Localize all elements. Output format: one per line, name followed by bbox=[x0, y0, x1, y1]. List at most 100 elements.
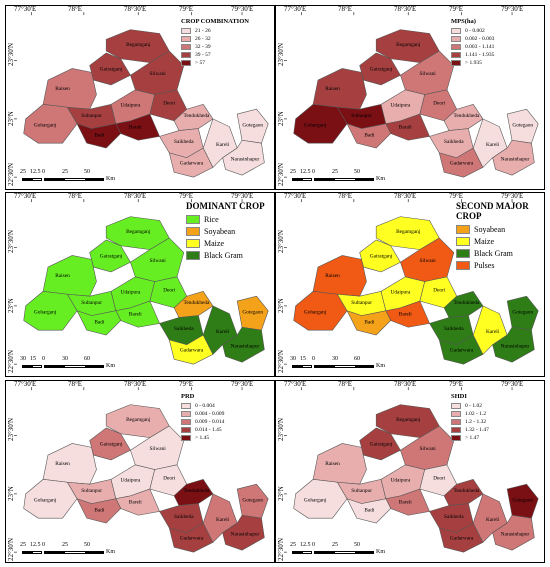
legend-swatch bbox=[186, 214, 200, 224]
district-gotegaon bbox=[506, 295, 539, 331]
district-label: Badi bbox=[364, 507, 375, 513]
legend-label: Black Gram bbox=[474, 248, 513, 258]
scale-segment bbox=[302, 551, 312, 554]
scale-tick-label: 30 bbox=[62, 356, 68, 362]
district-narsinghpur bbox=[492, 139, 535, 176]
scale-segment bbox=[44, 365, 64, 368]
scale-segment bbox=[32, 365, 42, 368]
district-label: Silwani bbox=[419, 446, 436, 452]
legend-label: 0.002 - 0.003 bbox=[465, 36, 495, 42]
legend-entry: 1.32 - 1.47 bbox=[451, 426, 489, 434]
legend-label: > 1.45 bbox=[195, 435, 210, 441]
longitude-label: 77°30'E bbox=[284, 192, 307, 200]
district-label: Saikheda bbox=[174, 514, 194, 520]
legend-label: 21 - 26 bbox=[195, 28, 211, 34]
district-label: Badi bbox=[94, 507, 105, 513]
scale-segment bbox=[22, 178, 32, 181]
scale-unit: Km bbox=[376, 549, 385, 555]
district-label: Tendukheda bbox=[183, 300, 210, 306]
legend-swatch bbox=[456, 248, 470, 258]
district-label: Gadarwara bbox=[180, 536, 204, 542]
legend-label: 0 - 0.004 bbox=[195, 403, 215, 409]
district-label: Gotegaon bbox=[242, 498, 263, 504]
district-label: Goharganj bbox=[34, 498, 57, 504]
legend-label: 1.141 - 1.935 bbox=[465, 52, 495, 58]
longitude-label: 78°30'E bbox=[124, 380, 147, 388]
district-label: Begamganj bbox=[396, 229, 421, 235]
district-label: Goharganj bbox=[304, 123, 327, 129]
district-label: Narasinhapur bbox=[231, 344, 260, 350]
district-label: Gairatganj bbox=[370, 253, 393, 259]
legend-title: SHDI bbox=[451, 393, 467, 400]
district-label: Saikheda bbox=[174, 326, 194, 332]
legend-label: 0 - 0.002 bbox=[465, 28, 485, 34]
district-label: Narasinhapur bbox=[501, 157, 530, 163]
district-narsinghpur bbox=[222, 326, 265, 363]
scale-tick-label: 12.5 bbox=[30, 542, 41, 548]
scale-bar: 25 12.5 0 25 50 Km bbox=[290, 169, 400, 187]
legend-label: Maize bbox=[204, 238, 224, 248]
longitude-label: 79°30'E bbox=[501, 5, 524, 13]
legend-entry: 26 - 32 bbox=[181, 35, 249, 43]
district-label: Bareli bbox=[129, 312, 143, 318]
legend-label: 1.02 - 1.2 bbox=[465, 411, 487, 417]
district-label: Gotegaon bbox=[512, 123, 533, 129]
longitude-label: 79°E bbox=[179, 192, 194, 200]
legend-label: 39 - 57 bbox=[195, 52, 211, 58]
longitude-label: 78°E bbox=[68, 5, 83, 13]
legend-label: 0 - 1.02 bbox=[465, 403, 482, 409]
legend-entry: 0 - 0.004 bbox=[181, 402, 224, 410]
district-label: Narasinhapur bbox=[501, 344, 530, 350]
legend-title: PRD bbox=[181, 393, 195, 400]
scale-tick-label: 12.5 bbox=[30, 169, 41, 175]
map-legend: PRD 0 - 0.004 0.004 - 0.009 0.009 - 0.014 0.… bbox=[181, 393, 224, 442]
district-badi bbox=[346, 498, 392, 524]
scale-tick-label: 25 bbox=[332, 169, 338, 175]
district-label: Barali bbox=[399, 125, 413, 131]
district-map: Raisen Begamganj Gairatganj Silwani Gohargan… bbox=[284, 12, 539, 178]
district-label: Udaipura bbox=[391, 289, 411, 295]
legend-swatch bbox=[451, 427, 461, 433]
legend-entry: 1.02 - 1.2 bbox=[451, 410, 489, 418]
scale-segment bbox=[314, 365, 334, 368]
district-label: Bareli bbox=[129, 500, 143, 506]
legend-entry: Black Gram bbox=[186, 249, 271, 261]
scale-tick-label: 30 bbox=[332, 356, 338, 362]
district-label: Bareli bbox=[399, 312, 413, 318]
district-label: Deori bbox=[163, 287, 176, 293]
map-legend: SHDI 0 - 1.02 1.02 - 1.2 1.2 - 1.32 1.32 - 1… bbox=[451, 393, 489, 442]
legend-swatch bbox=[181, 427, 191, 433]
district-narsinghpur bbox=[492, 326, 535, 363]
district-label: Saikheda bbox=[174, 139, 194, 145]
scale-segment bbox=[32, 551, 42, 554]
district-label: Kareli bbox=[486, 329, 500, 335]
scale-tick-label: 30 bbox=[290, 356, 296, 362]
legend-label: > 1.935 bbox=[465, 60, 482, 66]
legend-swatch bbox=[451, 28, 461, 34]
district-label: Sultanpur bbox=[81, 488, 102, 494]
longitude-label: 79°E bbox=[179, 5, 194, 13]
scale-segment bbox=[356, 178, 374, 181]
scale-bar: 25 12.5 0 25 50 Km bbox=[290, 542, 400, 560]
district-goharganj bbox=[23, 291, 78, 331]
district-label: Raisen bbox=[325, 273, 340, 279]
scale-tick-label: 30 bbox=[20, 356, 26, 362]
legend-swatch bbox=[451, 411, 461, 417]
scale-tick-label: 0 bbox=[312, 356, 315, 362]
district-label: Gairatganj bbox=[100, 441, 123, 447]
legend-swatch bbox=[181, 52, 191, 58]
scale-tick-label: 50 bbox=[354, 169, 360, 175]
legend-label: > 1.47 bbox=[465, 435, 480, 441]
legend-entry: 32 - 39 bbox=[181, 43, 249, 51]
district-raisen bbox=[42, 443, 97, 485]
district-label: Silwani bbox=[149, 71, 166, 77]
district-label: Udaipura bbox=[121, 102, 141, 108]
district-badi bbox=[76, 310, 122, 336]
scale-tick-label: 25 bbox=[290, 542, 296, 548]
district-raisen bbox=[42, 255, 97, 297]
scale-segment bbox=[64, 551, 86, 554]
district-label: Gotegaon bbox=[512, 498, 533, 504]
legend-label: 0.014 - 1.45 bbox=[195, 427, 222, 433]
legend-swatch bbox=[451, 44, 461, 50]
scale-tick-label: 0 bbox=[312, 542, 315, 548]
